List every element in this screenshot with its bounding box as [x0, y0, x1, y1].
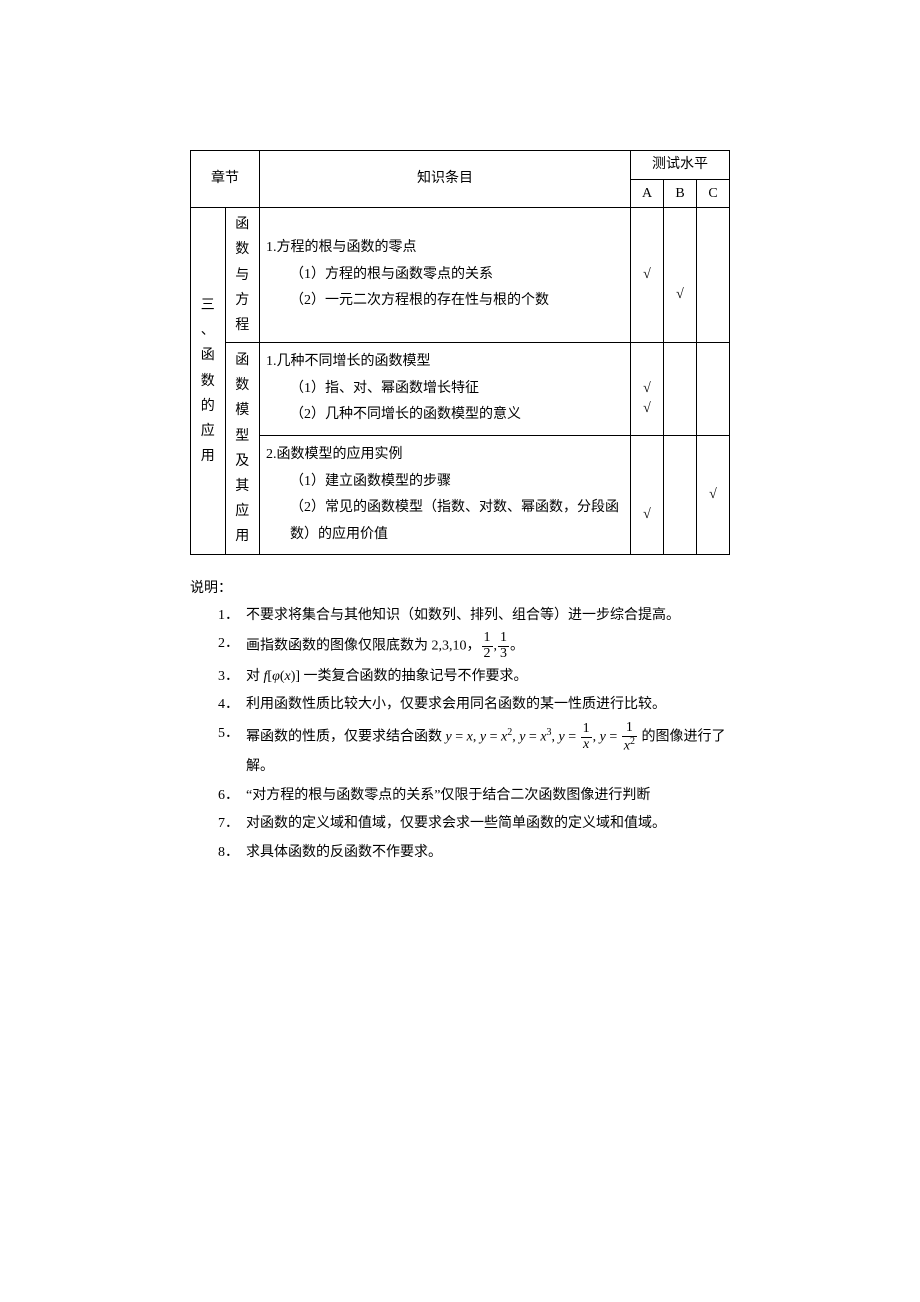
mark-A-1: √: [631, 208, 664, 343]
topic-row-2: 1.几种不同增长的函数模型 （1）指、对、幂函数增长特征 （2）几种不同增长的函…: [260, 343, 631, 436]
hdr-C: C: [697, 179, 730, 208]
mark-A-2: √ √: [631, 343, 664, 436]
note-4: 4．利用函数性质比较大小，仅要求会用同名函数的某一性质进行比较。: [218, 692, 730, 719]
topic-row-3: 2.函数模型的应用实例 （1）建立函数模型的步骤 （2）常见的函数模型（指数、对…: [260, 435, 631, 554]
hdr-chapter: 章节: [191, 151, 260, 208]
mark-A-3: √: [631, 435, 664, 554]
sub1-cell: 函数与方程: [225, 208, 260, 343]
mark-B-2: [664, 343, 697, 436]
notes-list: 1．不要求将集合与其他知识（如数列、排列、组合等）进一步综合提高。 2．画指数函…: [190, 603, 730, 867]
hdr-A: A: [631, 179, 664, 208]
topic-row-1: 1.方程的根与函数的零点 （1）方程的根与函数零点的关系 （2）一元二次方程根的…: [260, 208, 631, 343]
note-5: 5．幂函数的性质，仅要求结合函数 y = x, y = x2, y = x3, …: [218, 721, 730, 781]
note-8: 8．求具体函数的反函数不作要求。: [218, 840, 730, 867]
hdr-topic: 知识条目: [260, 151, 631, 208]
mark-B-3: [664, 435, 697, 554]
notes-block: 说明： 1．不要求将集合与其他知识（如数列、排列、组合等）进一步综合提高。 2．…: [190, 579, 730, 866]
chapter-cell: 三、函数的应用: [191, 208, 226, 555]
note-7: 7．对函数的定义域和值域，仅要求会求一些简单函数的定义域和值域。: [218, 811, 730, 838]
hdr-level: 测试水平: [631, 151, 730, 180]
hdr-B: B: [664, 179, 697, 208]
mark-B-1: √: [664, 208, 697, 343]
notes-title: 说明：: [190, 579, 730, 599]
note-6: 6．“对方程的根与函数零点的关系”仅限于结合二次函数图像进行判断: [218, 783, 730, 810]
sub2-cell: 函数模型及其应用: [225, 343, 260, 555]
mark-C-3: √: [697, 435, 730, 554]
mark-C-1: [697, 208, 730, 343]
note-3: 3．对 f[φ(x)] 一类复合函数的抽象记号不作要求。: [218, 664, 730, 691]
note-1: 1．不要求将集合与其他知识（如数列、排列、组合等）进一步综合提高。: [218, 603, 730, 630]
mark-C-2: [697, 343, 730, 436]
note-2: 2．画指数函数的图像仅限底数为 2,3,10，12,13。: [218, 631, 730, 661]
syllabus-table: 章节 知识条目 测试水平 A B C 三、函数的应用 函数与方程 1.方程的根与…: [190, 150, 730, 555]
